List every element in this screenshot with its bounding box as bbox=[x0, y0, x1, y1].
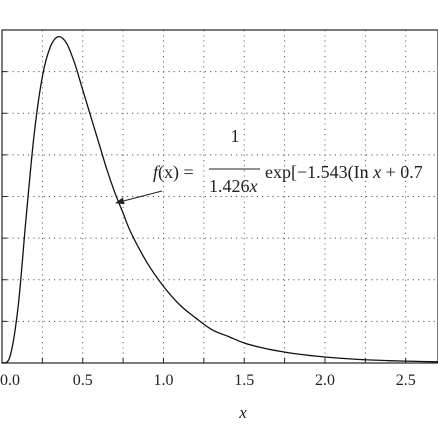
grid bbox=[2, 30, 438, 363]
x-tick-label: 1.5 bbox=[234, 372, 254, 389]
x-tick-label: 1.0 bbox=[153, 372, 173, 389]
annotation-arrow bbox=[123, 190, 163, 202]
equation-exp-term: exp[−1.543(In x + 0.7 bbox=[265, 162, 423, 183]
x-tick-label: 2.0 bbox=[315, 372, 335, 389]
equation-denominator: 1.426x bbox=[209, 176, 258, 196]
equation-numerator: 1 bbox=[231, 126, 240, 146]
x-tick-label: 0.5 bbox=[73, 372, 93, 389]
series-line bbox=[1, 35, 438, 364]
x-axis-label: x bbox=[238, 403, 247, 422]
x-tick-labels: 0.0 0.5 1.0 1.5 2.0 2.5 bbox=[0, 372, 416, 389]
equation-lhs: f(x) = bbox=[153, 162, 194, 183]
equation-annotation: f(x) = 1 1.426x exp[−1.543(In x + 0.7 bbox=[115, 126, 423, 205]
x-tick-label: 0.0 bbox=[0, 372, 20, 389]
x-tick-label: 2.5 bbox=[396, 372, 416, 389]
plot-frame bbox=[1, 29, 438, 364]
annotation-arrow-head bbox=[115, 197, 125, 205]
